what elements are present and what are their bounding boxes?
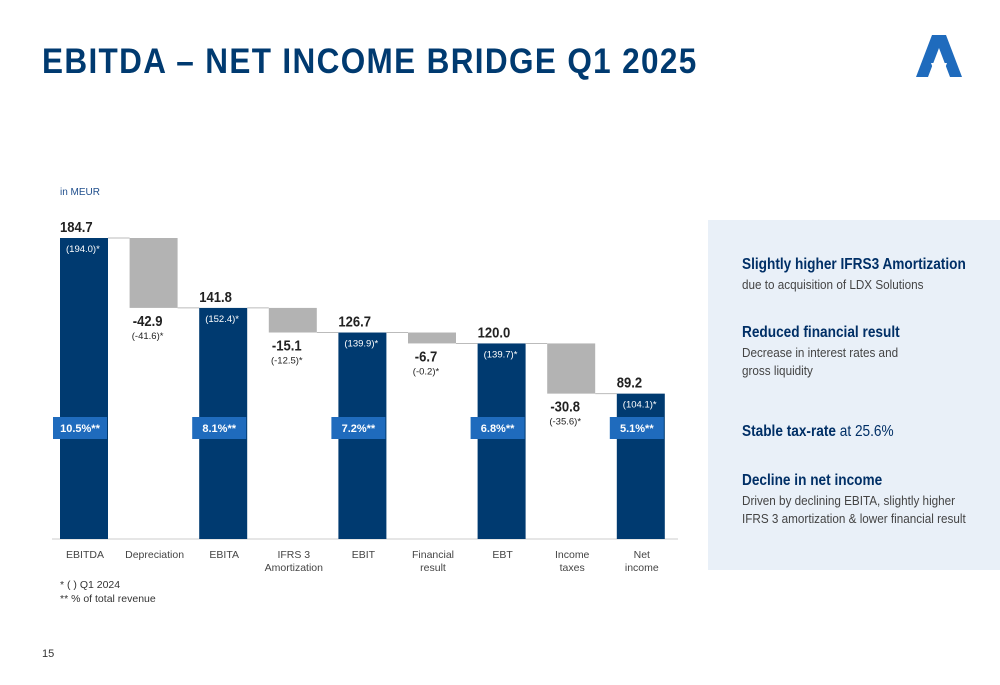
delta-bar [129, 238, 178, 308]
category-label: EBT [492, 549, 513, 561]
prior-year-label: (139.7)* [484, 349, 518, 360]
category-label: Depreciation [125, 549, 184, 561]
delta-bar [547, 343, 596, 394]
category-label: IFRS 3 [277, 549, 310, 561]
highlight-tax-rate: Stable tax-rate at 25.6% [742, 423, 992, 441]
margin-label: 10.5%** [60, 423, 100, 435]
page-number: 15 [42, 648, 55, 660]
category-label: Income [555, 549, 590, 561]
highlight-text: IFRS 3 amortization & lower financial re… [742, 511, 966, 526]
total-bar [616, 393, 665, 539]
value-label: 141.8 [199, 289, 232, 305]
value-label: -42.9 [133, 313, 163, 329]
value-label: 89.2 [617, 375, 643, 391]
highlight-heading: Reduced financial result [742, 324, 900, 341]
category-label: EBIT [352, 549, 376, 561]
margin-label: 7.2%** [342, 423, 376, 435]
margin-label: 5.1%** [620, 423, 654, 435]
prior-year-label: (152.4)* [205, 314, 239, 325]
highlight-text: due to acquisition of LDX Solutions [742, 277, 924, 292]
total-bar [477, 343, 526, 539]
category-label: EBITDA [66, 549, 104, 561]
highlight-text: gross liquidity [742, 363, 813, 378]
prior-year-label: (104.1)* [623, 400, 657, 411]
category-label: taxes [560, 562, 585, 574]
category-label: income [625, 562, 659, 574]
unit-label: in MEUR [60, 187, 100, 198]
highlight-amortization: Slightly higher IFRS3 Amortization due t… [742, 256, 992, 294]
margin-label: 6.8%** [481, 423, 515, 435]
category-label: Financial [412, 549, 454, 561]
highlight-net-income: Decline in net income Driven by declinin… [742, 472, 992, 528]
highlight-heading: Slightly higher IFRS3 Amortization [742, 256, 966, 273]
prior-year-label: (-12.5)* [271, 356, 303, 367]
margin-badge [609, 417, 664, 439]
page-title: EBITDA – NET INCOME BRIDGE Q1 2025 [42, 42, 698, 81]
category-label: EBITA [209, 549, 239, 561]
value-label: -15.1 [272, 338, 302, 354]
value-label: -6.7 [415, 349, 438, 365]
delta-bar [268, 307, 317, 333]
total-bar [60, 238, 108, 539]
margin-badge [53, 417, 107, 439]
prior-year-label: (-0.2)* [413, 366, 440, 377]
highlight-financial-result: Reduced financial result Decrease in int… [742, 324, 992, 380]
margin-badge [192, 417, 247, 439]
prior-year-label: (194.0)* [66, 244, 100, 255]
company-logo-icon [916, 35, 962, 77]
highlight-heading: Decline in net income [742, 472, 883, 489]
margin-badge [331, 417, 386, 439]
value-label: 120.0 [478, 325, 511, 341]
highlights-panel: Slightly higher IFRS3 Amortization due t… [708, 220, 1000, 570]
category-label: result [420, 562, 446, 574]
prior-year-label: (-41.6)* [132, 331, 164, 342]
highlight-heading: Stable tax-rate [742, 423, 837, 440]
prior-year-label: (139.9)* [344, 339, 378, 350]
highlight-text: Driven by declining EBITA, slightly high… [742, 493, 956, 508]
margin-badge [470, 417, 525, 439]
value-label: -30.8 [550, 399, 580, 415]
category-label: Amortization [265, 562, 324, 574]
delta-bar [408, 332, 456, 344]
margin-label: 8.1%** [202, 423, 236, 435]
highlight-text: Decrease in interest rates and [742, 345, 899, 360]
highlight-heading-tail: at 25.6% [836, 423, 894, 440]
prior-year-label: (-35.6)* [549, 417, 581, 428]
value-label: 126.7 [338, 314, 371, 330]
footnote-prior-year: * ( ) Q1 2024 [60, 579, 121, 591]
value-label: 184.7 [60, 219, 93, 235]
category-label: Net [634, 549, 650, 561]
footnote-revenue-share: ** % of total revenue [60, 593, 156, 605]
